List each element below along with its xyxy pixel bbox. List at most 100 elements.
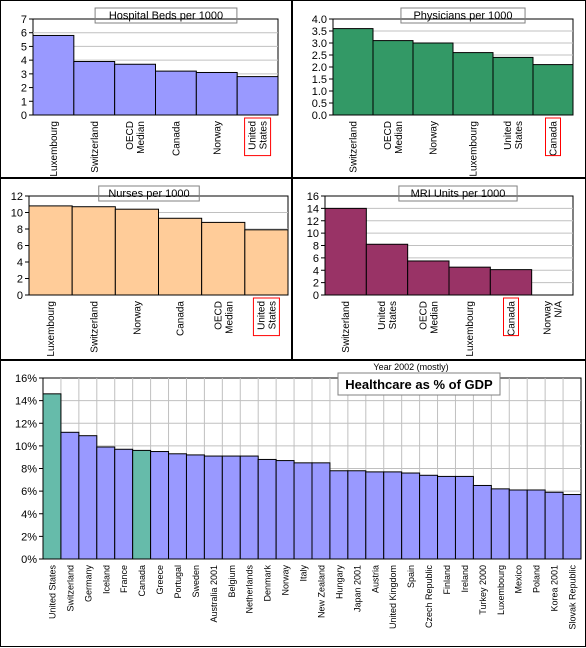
x-tick-label-line: States: [267, 301, 278, 329]
bar: [311, 462, 331, 560]
x-tick-label: Canada: [171, 121, 182, 156]
y-tick-label: 2: [313, 278, 319, 290]
x-tick-label-text: OECDMedian: [383, 121, 405, 154]
x-tick-label-text: Switzerland: [65, 565, 75, 612]
x-tick-label-text: Norway: [281, 565, 291, 596]
x-tick-label-text: Hungary: [334, 565, 344, 600]
y-tick-label: 14: [307, 203, 319, 215]
x-tick-label: Belgium: [227, 565, 237, 598]
x-tick-label-text: UnitedStates: [377, 301, 399, 330]
x-tick-label: Norway: [212, 121, 223, 155]
bar: [114, 63, 156, 116]
bar: [155, 70, 197, 116]
bar: [452, 52, 494, 116]
y-tick-label: 2: [21, 83, 27, 95]
x-tick-label: Luxembourg: [496, 565, 506, 615]
bar: [158, 217, 203, 296]
bar: [195, 71, 238, 116]
y-tick-label: 1: [21, 96, 27, 108]
x-tick-label-text: UnitedStates: [503, 121, 525, 150]
x-tick-label: UnitedStates: [248, 121, 270, 150]
x-tick-label-line: Norway: [212, 121, 223, 155]
x-tick-label-text: OECDMedian: [213, 301, 235, 334]
x-tick-label: Japan 2001: [352, 565, 362, 612]
y-tick-label: 2.5: [312, 50, 327, 62]
bar: [239, 455, 259, 560]
x-tick-label-text: OECDMedian: [125, 121, 147, 154]
y-tick-label: 12: [307, 216, 319, 228]
x-tick-label: Australia 2001: [209, 565, 219, 623]
y-tick-label: 12: [11, 191, 23, 203]
x-tick-label-text: Portugal: [173, 565, 183, 599]
x-tick-label-text: Norway: [429, 121, 440, 155]
x-tick-label: Turkey 2000: [478, 565, 488, 615]
highlight-box: [545, 117, 561, 157]
bar: [73, 61, 116, 116]
x-tick-label-line: Canada: [176, 301, 187, 336]
x-tick-label-text: Canada: [549, 121, 560, 156]
y-tick-label: 6: [21, 28, 27, 40]
physicians-chart: 0.00.51.01.52.02.53.03.54.0 Switzerland OE…: [312, 7, 574, 177]
bar: [372, 40, 414, 116]
nurses-chart: 0 2 4 6 8 10 12 Luxembourg Switzerland Norway Cana…: [11, 185, 289, 357]
x-tick-label-line: OECD: [418, 301, 429, 330]
x-tick-label: Greece: [155, 565, 165, 595]
x-tick-label-line: Luxembourg: [49, 121, 60, 177]
x-tick-label-line: Norway: [542, 301, 553, 335]
chart-title: Hospital Beds per 1000: [109, 10, 223, 22]
x-tick-label: OECDMedian: [125, 121, 147, 154]
x-tick-label-text: Australia 2001: [209, 565, 219, 623]
x-tick-label-text: Germany: [83, 565, 93, 603]
x-tick-label-text: Luxembourg: [496, 565, 506, 615]
x-tick-label: Spain: [406, 565, 416, 588]
bar: [562, 494, 582, 560]
bar: [347, 470, 367, 560]
x-tick-label: Switzerland: [65, 565, 75, 612]
x-tick-label-text: Ireland: [460, 565, 470, 593]
bar: [293, 462, 313, 560]
y-tick-label: 14%: [15, 396, 37, 408]
x-tick-label-line: States: [388, 301, 399, 329]
x-tick-label: Luxembourg: [46, 301, 57, 357]
x-tick-label-text: Slovak Republic: [568, 565, 578, 630]
x-tick-label: Luxembourg: [465, 301, 476, 357]
x-tick-label: Austria: [370, 565, 380, 593]
x-tick-label-line: OECD: [125, 121, 136, 150]
x-tick-label-line: United: [256, 301, 267, 330]
x-tick-label: Mexico: [514, 565, 524, 594]
x-tick-label-line: Median: [429, 301, 440, 334]
bar: [365, 243, 409, 296]
y-tick-label: 2%: [21, 531, 37, 543]
bar: [448, 266, 491, 296]
x-tick-label: Switzerland: [349, 121, 360, 173]
bar: [412, 42, 454, 116]
x-tick-label-line: Luxembourg: [469, 121, 480, 177]
y-tick-label: 10%: [15, 441, 37, 453]
x-tick-label-line: Canada: [549, 121, 560, 156]
physicians-panel: 0.0 0.5 1.0 1.5 2.0 2.5 3.0 3.5 4.0 Switzerland OE…: [292, 0, 586, 178]
hospital-beds-panel: 0 1 2 3 4 5 6 7 Luxembourg Switzerland OECDMedian C…: [0, 0, 292, 178]
x-tick-label: Norway: [429, 121, 440, 155]
x-tick-label-line: Switzerland: [341, 301, 352, 353]
bar: [201, 221, 246, 296]
x-tick-label-line: N/A: [553, 301, 564, 318]
x-tick-label-line: OECD: [383, 121, 394, 150]
x-tick-label-line: OECD: [213, 301, 224, 330]
y-tick-label: 5: [21, 41, 27, 53]
x-tick-label-text: Canada: [137, 565, 147, 597]
x-tick-label: Canada: [507, 301, 518, 336]
x-tick-label-text: Spain: [406, 565, 416, 588]
x-tick-label: Sweden: [191, 565, 201, 598]
x-tick-label-text: Iceland: [101, 565, 111, 594]
y-tick-label: 0: [313, 290, 319, 302]
x-tick-label-line: Switzerland: [89, 301, 100, 353]
y-tick-label: 8%: [21, 464, 37, 476]
y-tick-label: 1.0: [312, 86, 327, 98]
chart-title: Healthcare as % of GDP: [345, 377, 493, 392]
x-tick-label-line: States: [259, 121, 270, 149]
x-tick-label: OECDMedian: [418, 301, 440, 334]
x-tick-label: UnitedStates: [503, 121, 525, 150]
chart-title: Physicians per 1000: [413, 10, 512, 22]
